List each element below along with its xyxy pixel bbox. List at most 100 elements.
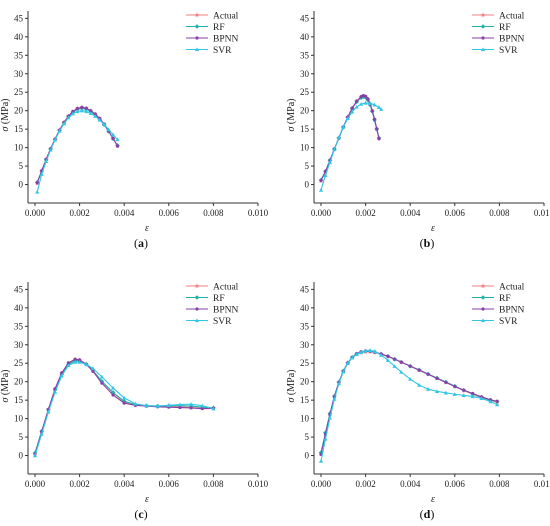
- data-point-bpnn: [453, 384, 457, 389]
- data-point-svr: [461, 393, 466, 398]
- data-point-bpnn: [111, 393, 115, 397]
- legend-label-svr: SVR: [213, 46, 232, 56]
- data-point-bpnn: [84, 106, 88, 110]
- series-line-rf: [320, 96, 380, 181]
- data-point-bpnn: [370, 109, 374, 113]
- chart-panel-4: 0 5 10 15 20 25 30 35 40 45 0.000 0.002 0.004 0.006 0.…: [286, 282, 550, 521]
- y-tick-label: 35: [14, 321, 24, 331]
- data-point-svr: [88, 111, 93, 115]
- data-point-bpnn: [471, 391, 475, 396]
- y-tick-label: 25: [14, 87, 24, 97]
- legend-marker-bpnn: [195, 307, 199, 311]
- legend-label-actual: Actual: [499, 283, 525, 293]
- data-point-bpnn: [200, 407, 204, 411]
- series-line-rf: [36, 107, 118, 183]
- data-point-svr: [350, 355, 355, 360]
- data-point-svr: [52, 389, 58, 394]
- y-axis-label: σ (MPa): [0, 99, 11, 132]
- data-point-svr: [359, 350, 364, 354]
- data-point-svr: [350, 109, 355, 114]
- data-point-svr: [399, 369, 404, 374]
- y-tick-label: 20: [14, 377, 24, 387]
- data-point-bpnn: [386, 354, 390, 358]
- data-point-bpnn: [73, 357, 77, 361]
- legend-marker-actual: [194, 283, 200, 289]
- data-point-svr: [495, 402, 500, 407]
- legend-marker-actual: [480, 283, 486, 289]
- y-axis-label: σ (MPa): [286, 99, 297, 132]
- y-tick-label: 20: [300, 377, 310, 387]
- x-tick-label: 0.002: [69, 479, 89, 489]
- data-point-svr: [122, 395, 127, 400]
- data-point-svr: [354, 104, 359, 109]
- y-tick-label: 30: [300, 69, 310, 79]
- x-tick-label: 0.006: [159, 208, 180, 218]
- x-axis-label: ε: [145, 223, 149, 234]
- data-point-svr: [144, 403, 149, 408]
- data-point-svr: [359, 101, 364, 106]
- data-point-bpnn: [435, 376, 439, 380]
- y-tick-label: 35: [300, 321, 310, 331]
- legend-label-actual: Actual: [213, 12, 239, 22]
- y-tick-label: 0: [19, 180, 24, 190]
- data-point-svr: [77, 360, 82, 364]
- data-point-svr: [376, 105, 382, 110]
- legend-marker-actual: [194, 12, 200, 18]
- data-point-bpnn: [66, 361, 71, 365]
- data-point-bpnn: [377, 137, 381, 141]
- data-point-bpnn: [75, 106, 79, 111]
- chart-panel-3: 0 5 10 15 20 25 30 35 40 45 0.000 0.002 0.004 0.006 0.…: [0, 282, 269, 521]
- data-point-svr: [32, 453, 38, 458]
- data-point-svr: [75, 109, 80, 114]
- data-point-svr: [372, 102, 377, 107]
- x-tick-label: 0.006: [445, 479, 466, 489]
- y-tick-label: 45: [300, 284, 310, 294]
- data-point-bpnn: [392, 357, 397, 361]
- data-point-bpnn: [178, 405, 182, 410]
- legend-label-rf: RF: [499, 294, 511, 304]
- data-point-svr: [470, 394, 475, 399]
- x-tick-label: 0.004: [114, 479, 135, 489]
- data-point-svr: [200, 403, 205, 408]
- data-point-svr: [133, 401, 138, 406]
- legend-marker-bpnn: [481, 307, 485, 311]
- data-point-bpnn: [100, 381, 104, 385]
- y-tick-label: 35: [300, 50, 310, 60]
- data-point-svr: [110, 132, 116, 137]
- y-tick-label: 30: [14, 340, 24, 350]
- data-point-svr: [425, 386, 431, 391]
- y-tick-label: 5: [19, 161, 24, 171]
- data-point-bpnn: [399, 360, 403, 364]
- data-point-svr: [189, 402, 194, 406]
- data-point-svr: [35, 189, 40, 194]
- legend-marker-rf: [194, 295, 200, 300]
- data-point-svr: [336, 135, 341, 139]
- x-tick-label: 0.010: [248, 208, 269, 218]
- x-axis-label: ε: [431, 223, 435, 234]
- x-tick-label: 0.002: [355, 479, 375, 489]
- x-tick-label: 0.006: [159, 479, 180, 489]
- y-tick-label: 10: [300, 414, 310, 424]
- data-point-svr: [354, 352, 359, 357]
- data-point-svr: [97, 117, 102, 122]
- legend-marker-bpnn: [481, 36, 485, 40]
- data-point-svr: [327, 160, 333, 165]
- y-tick-label: 45: [14, 13, 24, 23]
- series-line-svr: [320, 349, 498, 462]
- data-point-svr: [84, 109, 89, 114]
- y-tick-label: 5: [19, 432, 24, 442]
- legend-label-bpnn: BPNN: [213, 306, 238, 316]
- data-point-svr: [93, 114, 98, 118]
- data-point-svr: [327, 415, 333, 420]
- data-point-bpnn: [495, 399, 499, 403]
- data-point-bpnn: [408, 364, 412, 368]
- data-point-svr: [318, 458, 324, 463]
- data-point-bpnn: [122, 401, 126, 405]
- y-tick-label: 45: [14, 284, 24, 294]
- data-point-bpnn: [78, 358, 82, 362]
- data-point-svr: [452, 392, 457, 396]
- data-point-svr: [367, 101, 373, 105]
- data-point-svr: [57, 128, 62, 133]
- y-tick-label: 0: [305, 451, 310, 461]
- panel-label: (a): [134, 236, 148, 250]
